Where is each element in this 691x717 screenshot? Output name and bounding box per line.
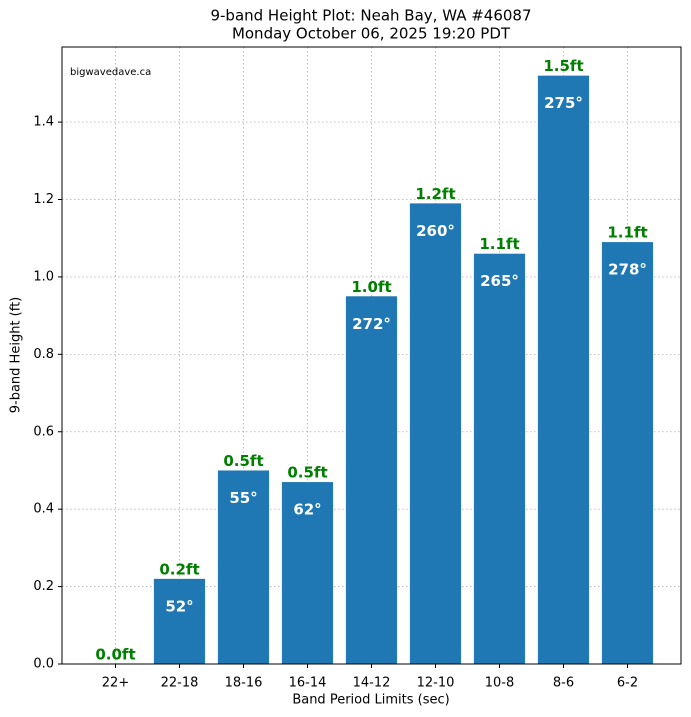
- x-tick-label: 22-18: [161, 676, 199, 691]
- bar: [217, 470, 270, 664]
- y-tick-label: 0.4: [33, 502, 54, 517]
- value-label: 1.0ft: [351, 278, 391, 296]
- direction-label: 62°: [293, 501, 321, 519]
- direction-label: 275°: [544, 94, 583, 112]
- bar: [345, 296, 398, 664]
- y-tick-label: 1.0: [33, 269, 54, 284]
- value-label: 0.0ft: [95, 646, 135, 664]
- direction-label: 278°: [608, 261, 647, 279]
- direction-label: 52°: [165, 597, 193, 615]
- value-label: 0.5ft: [223, 452, 263, 470]
- bar: [409, 203, 462, 665]
- bar: [473, 253, 526, 665]
- bar: [601, 242, 654, 664]
- x-tick-label: 18-16: [225, 676, 263, 691]
- x-tick-label: 6-2: [617, 676, 638, 691]
- chart-title: 9-band Height Plot: Neah Bay, WA #46087: [210, 7, 531, 25]
- y-tick-label: 0.0: [33, 657, 54, 672]
- value-label: 0.2ft: [159, 560, 199, 578]
- x-tick-label: 12-10: [417, 676, 455, 691]
- value-label: 1.1ft: [607, 224, 647, 242]
- x-axis-label: Band Period Limits (sec): [292, 693, 449, 708]
- bar: [153, 578, 206, 664]
- y-tick-label: 1.4: [33, 115, 54, 130]
- direction-label: 55°: [229, 489, 257, 507]
- y-axis-label: 9-band Height (ft): [9, 297, 24, 414]
- y-tick-label: 0.2: [33, 579, 54, 594]
- value-label: 1.2ft: [415, 185, 455, 203]
- value-label: 1.1ft: [479, 235, 519, 253]
- value-label: 0.5ft: [287, 464, 327, 482]
- y-tick-label: 0.6: [33, 424, 54, 439]
- x-tick-label: 14-12: [353, 676, 391, 691]
- direction-label: 272°: [352, 315, 391, 333]
- x-tick-label: 16-14: [289, 676, 327, 691]
- x-tick-label: 22+: [102, 676, 129, 691]
- direction-label: 265°: [480, 272, 519, 290]
- x-tick-label: 10-8: [485, 676, 515, 691]
- watermark: bigwavedave.ca: [70, 67, 151, 78]
- y-tick-label: 1.2: [33, 192, 54, 207]
- plot-frame: [61, 46, 682, 665]
- x-tick-label: 8-6: [553, 676, 574, 691]
- bar: [537, 75, 590, 664]
- value-label: 1.5ft: [543, 57, 583, 75]
- bar: [281, 482, 334, 664]
- direction-label: 260°: [416, 222, 455, 240]
- y-tick-label: 0.8: [33, 347, 54, 362]
- chart-subtitle: Monday October 06, 2025 19:20 PDT: [232, 25, 511, 43]
